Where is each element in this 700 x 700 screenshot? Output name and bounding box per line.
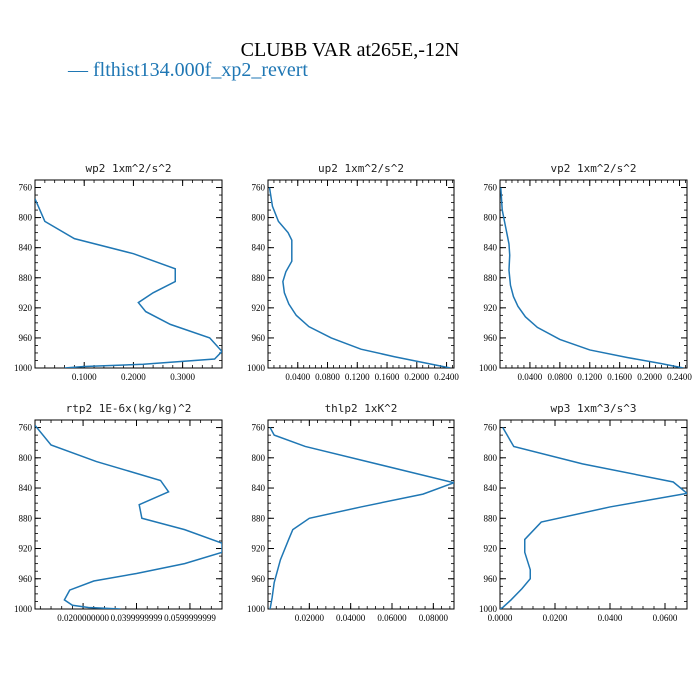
y-tick-label: 760 [252, 423, 266, 433]
panel-3: vp2 1xm^2/s^2 760 800 840 880 920 960 1000 0.040… [479, 162, 692, 382]
y-tick-label: 800 [484, 453, 498, 463]
plot-frame [267, 179, 455, 369]
x-tick-label: 0.2400 [434, 372, 459, 382]
y-tick-label: 920 [19, 303, 33, 313]
x-tick-label: 0.0200000000 [57, 613, 109, 623]
series-line [35, 198, 222, 368]
y-tick-label: 1000 [247, 363, 266, 373]
y-tick-label: 960 [484, 574, 498, 584]
y-tick-label: 960 [19, 333, 33, 343]
x-tick-label: 0.0000 [488, 613, 513, 623]
x-tick-label: 0.2000 [404, 372, 429, 382]
y-tick-label: 880 [252, 513, 266, 523]
panel-title: up2 1xm^2/s^2 [318, 162, 404, 175]
y-tick-label: 760 [484, 423, 498, 433]
x-tick-label: 0.08000 [419, 613, 449, 623]
y-tick-label: 760 [19, 423, 33, 433]
x-tick-label: 0.0400 [285, 372, 310, 382]
y-tick-label: 1000 [14, 604, 33, 614]
x-tick-label: 0.0800 [315, 372, 340, 382]
plot-frame [34, 419, 223, 610]
panel-4: rtp2 1E-6x(kg/kg)^2 760 800 840 880 920 960 100… [14, 402, 223, 623]
y-tick-label: 920 [484, 303, 498, 313]
y-tick-label: 920 [19, 544, 33, 554]
panel-title: wp3 1xm^3/s^3 [550, 402, 636, 415]
x-tick-label: 0.0600 [653, 613, 678, 623]
x-tick-label: 0.2000 [121, 372, 146, 382]
y-tick-label: 960 [252, 333, 266, 343]
x-tick-label: 0.1200 [577, 372, 602, 382]
y-tick-label: 760 [484, 183, 498, 193]
y-tick-label: 760 [19, 183, 33, 193]
panel-title: wp2 1xm^2/s^2 [85, 162, 171, 175]
y-tick-label: 840 [484, 483, 498, 493]
y-tick-label: 1000 [479, 363, 498, 373]
y-tick-label: 840 [484, 243, 498, 253]
plot-frame [267, 419, 455, 610]
series-line [268, 187, 451, 368]
x-tick-label: 0.0400 [598, 613, 623, 623]
figure-title: CLUBB VAR at265E,-12N [241, 39, 460, 61]
x-tick-label: 0.2000 [637, 372, 662, 382]
y-tick-label: 1000 [247, 604, 266, 614]
y-tick-label: 960 [19, 574, 33, 584]
y-tick-label: 800 [19, 453, 33, 463]
x-tick-label: 0.04000 [336, 613, 366, 623]
x-tick-label: 0.1200 [345, 372, 370, 382]
y-tick-label: 800 [252, 213, 266, 223]
x-tick-label: 0.02000 [295, 613, 325, 623]
y-tick-label: 960 [252, 574, 266, 584]
y-tick-label: 760 [252, 183, 266, 193]
y-tick-label: 800 [252, 453, 266, 463]
x-tick-label: 0.1600 [607, 372, 632, 382]
x-tick-label: 0.3000 [170, 372, 195, 382]
y-tick-label: 880 [19, 513, 33, 523]
panel-2: up2 1xm^2/s^2 760 800 840 880 920 960 1000 0.040… [247, 162, 459, 382]
x-tick-label: 0.0200 [543, 613, 568, 623]
y-tick-label: 960 [484, 333, 498, 343]
series-line [269, 427, 454, 609]
y-tick-label: 880 [19, 273, 33, 283]
y-tick-label: 840 [19, 483, 33, 493]
y-tick-label: 840 [252, 483, 266, 493]
y-tick-label: 920 [252, 303, 266, 313]
y-tick-label: 880 [484, 273, 498, 283]
series-line [500, 427, 687, 609]
y-tick-label: 800 [19, 213, 33, 223]
plot-frame [499, 419, 688, 610]
y-tick-label: 880 [252, 273, 266, 283]
panel-6: wp3 1xm^3/s^3 760 800 840 880 920 960 10000.000… [479, 402, 688, 623]
plot-frame [499, 179, 688, 369]
panel-1: wp2 1xm^2/s^2 760 800 840 880 920 960 1000 0.100… [14, 162, 223, 382]
panel-title: rtp2 1E-6x(kg/kg)^2 [66, 402, 192, 415]
panel-5: thlp2 1xK^2 760 800 840 880 920 960 1000 0.02000… [247, 402, 455, 623]
x-tick-label: 0.0800 [547, 372, 572, 382]
plot-frame [34, 179, 223, 369]
series-line [35, 424, 222, 609]
legend-entry: — flthist134.000f_xp2_revert [67, 59, 308, 81]
panel-title: vp2 1xm^2/s^2 [550, 162, 636, 175]
y-tick-label: 800 [484, 213, 498, 223]
y-tick-label: 920 [252, 544, 266, 554]
x-tick-label: 0.06000 [377, 613, 407, 623]
y-tick-label: 880 [484, 513, 498, 523]
panel-title: thlp2 1xK^2 [325, 402, 398, 415]
y-tick-label: 1000 [479, 604, 498, 614]
y-tick-label: 840 [252, 243, 266, 253]
series-line [500, 187, 684, 368]
panels-container: wp2 1xm^2/s^2 760 800 840 880 920 960 1000 0.100… [14, 162, 692, 623]
x-tick-label: 0.0599999999 [164, 613, 216, 623]
y-tick-label: 1000 [14, 363, 33, 373]
y-tick-label: 840 [19, 243, 33, 253]
y-tick-label: 920 [484, 544, 498, 554]
x-tick-label: 0.0400 [518, 372, 543, 382]
x-tick-label: 0.0399999999 [111, 613, 163, 623]
x-tick-label: 0.2400 [667, 372, 692, 382]
x-tick-label: 0.1000 [72, 372, 97, 382]
x-tick-label: 0.1600 [375, 372, 400, 382]
